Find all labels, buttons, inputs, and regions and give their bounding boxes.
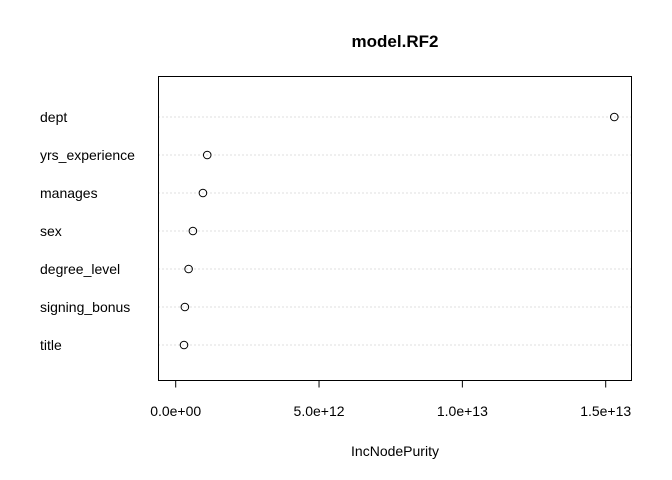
x-axis: 0.0e+00 5.0e+12 1.0e+13 1.5e+13 — [150, 380, 631, 419]
plot-frame — [158, 76, 632, 381]
x-tick-label-1: 5.0e+12 — [294, 403, 345, 419]
guide-lines — [158, 116, 632, 346]
category-label-yrs-experience: yrs_experience — [40, 147, 135, 163]
point-degree-level — [184, 264, 193, 274]
x-tick-label-3: 1.5e+13 — [580, 403, 631, 419]
category-label-dept: dept — [40, 109, 67, 125]
x-tick-label-0: 0.0e+00 — [150, 403, 201, 419]
point-dept — [610, 112, 619, 122]
point-yrs-experience — [202, 150, 212, 160]
point-manages — [198, 188, 208, 198]
data-points — [179, 112, 619, 350]
chart-title: model.RF2 — [352, 32, 439, 51]
category-label-sex: sex — [40, 223, 62, 239]
category-label-manages: manages — [40, 185, 98, 201]
category-label-signing-bonus: signing_bonus — [40, 299, 130, 315]
category-label-degree-level: degree_level — [40, 261, 120, 277]
x-tick-label-2: 1.0e+13 — [437, 403, 488, 419]
x-axis-label: IncNodePurity — [351, 443, 439, 459]
point-sex — [188, 226, 198, 236]
point-title — [179, 340, 189, 350]
category-label-title: title — [40, 337, 62, 353]
point-signing-bonus — [180, 302, 190, 312]
